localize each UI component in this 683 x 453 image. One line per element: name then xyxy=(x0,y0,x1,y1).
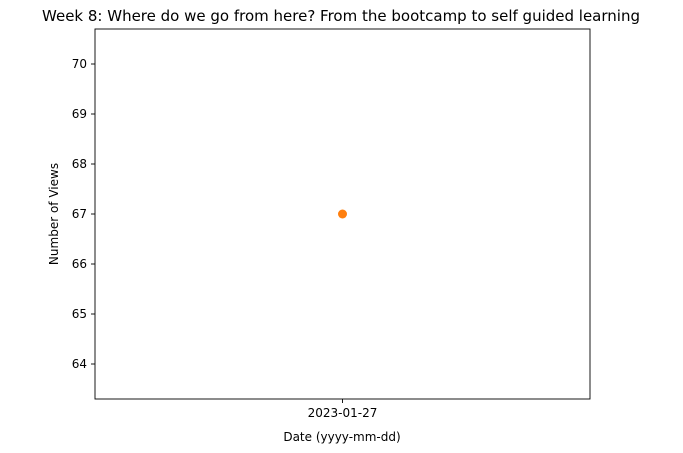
x-axis-label: Date (yyyy-mm-dd) xyxy=(283,430,400,444)
y-tick-label: 67 xyxy=(72,207,87,221)
data-point xyxy=(338,209,347,219)
y-tick-label: 68 xyxy=(72,157,87,171)
x-tick-label: 2023-01-27 xyxy=(308,406,378,420)
y-axis-label: Number of Views xyxy=(47,163,61,265)
y-tick-label: 66 xyxy=(72,257,87,271)
y-tick-label: 70 xyxy=(72,57,87,71)
x-axis-ticks: 2023-01-27 xyxy=(308,399,378,420)
data-points xyxy=(338,209,347,219)
y-tick-label: 69 xyxy=(72,107,87,121)
y-axis-ticks: 64 65 66 67 68 69 70 xyxy=(72,57,95,371)
y-tick-label: 65 xyxy=(72,307,87,321)
chart-title: Week 8: Where do we go from here? From t… xyxy=(42,7,640,25)
y-tick-label: 64 xyxy=(72,357,87,371)
